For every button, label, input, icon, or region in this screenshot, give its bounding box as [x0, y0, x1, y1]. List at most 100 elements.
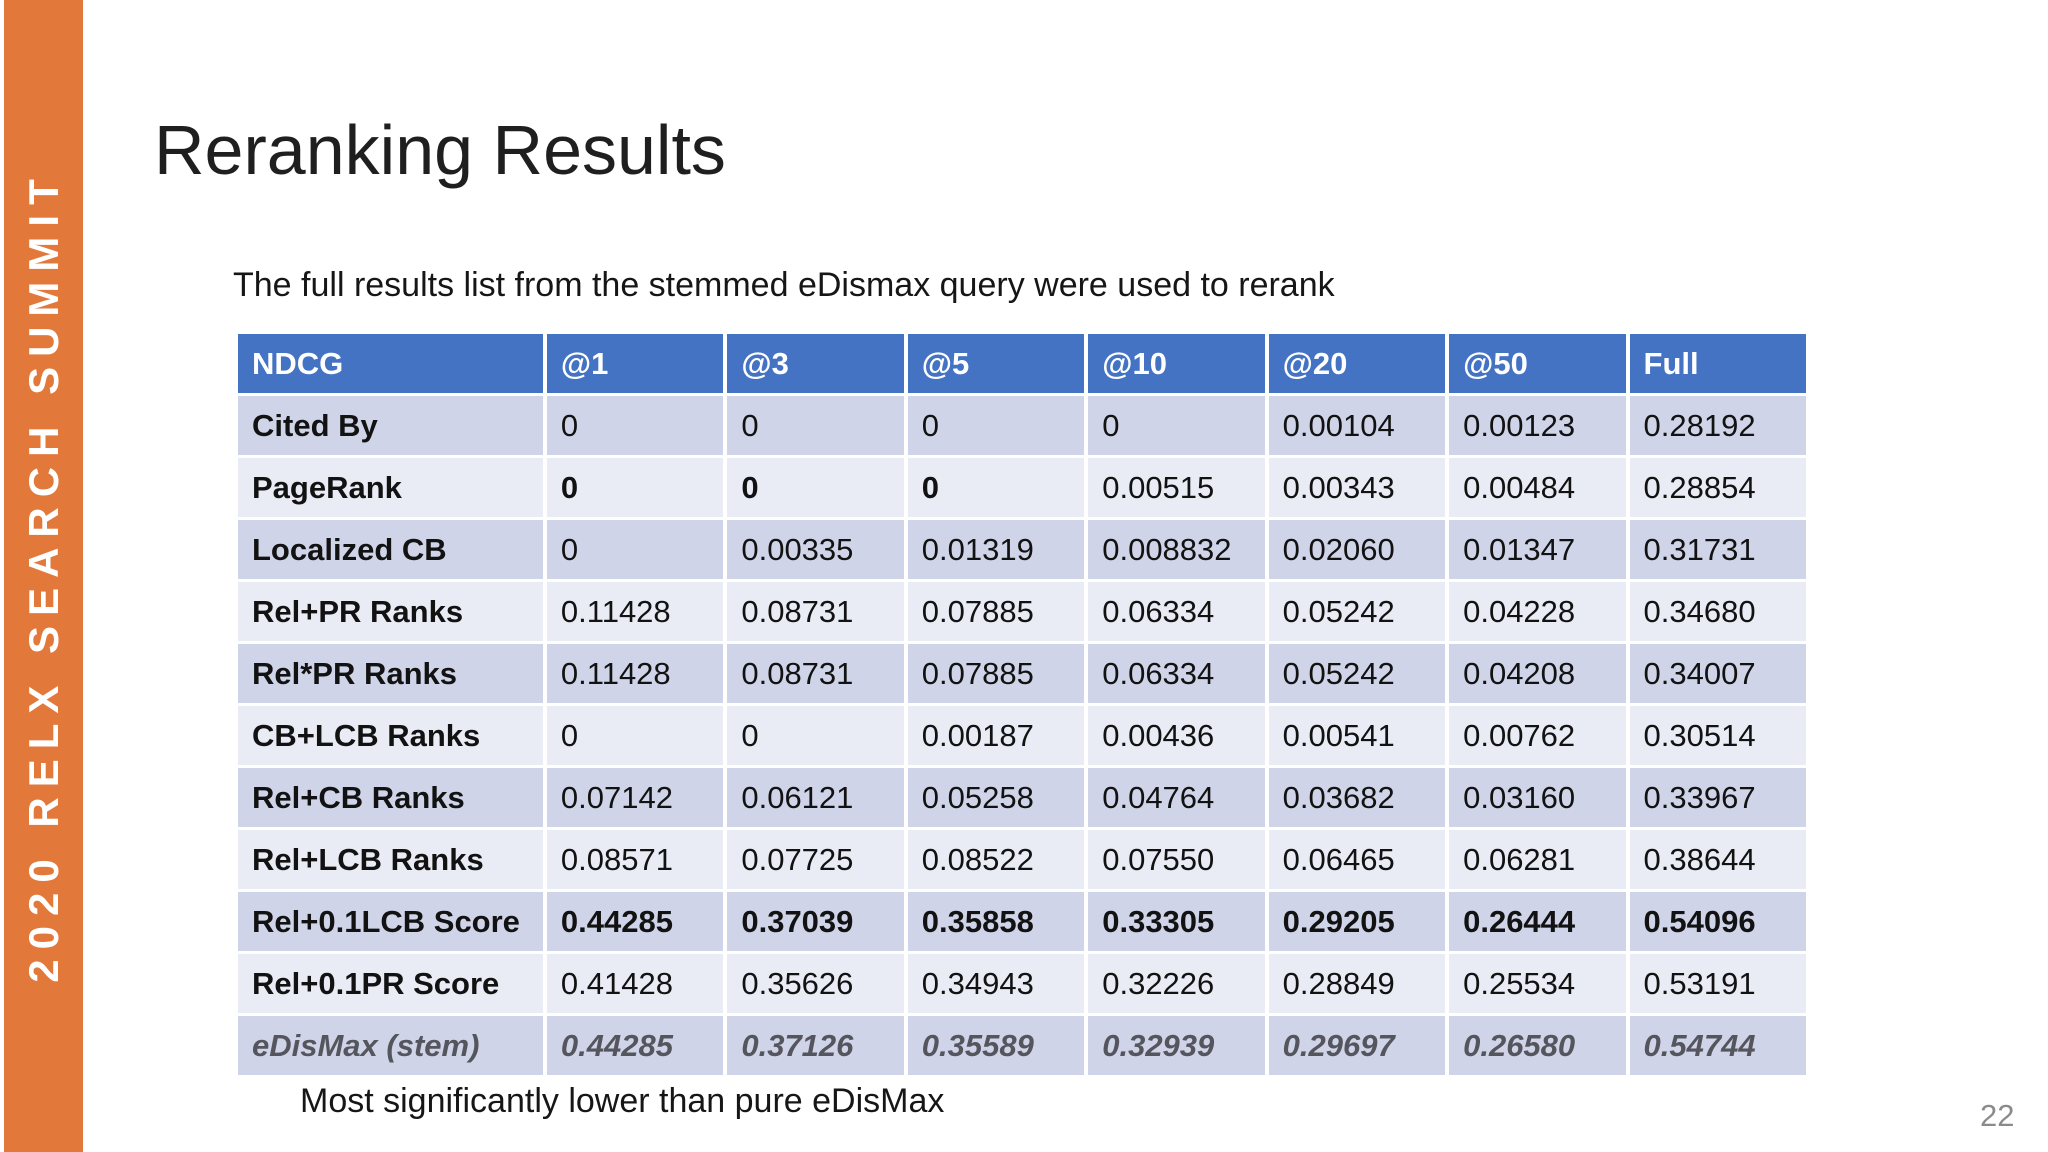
table-cell: 0.06465: [1268, 830, 1446, 889]
column-header: NDCG: [238, 334, 543, 393]
table-cell: 0.00123: [1449, 396, 1626, 455]
row-label: PageRank: [238, 458, 543, 517]
table-cell: 0.29205: [1268, 892, 1446, 951]
table-cell: 0: [546, 706, 724, 765]
table-cell: 0.07885: [907, 644, 1085, 703]
table-row: Cited By 0 0 0 0 0.00104 0.00123 0.28192: [238, 396, 1806, 455]
table-row: CB+LCB Ranks 0 0 0.00187 0.00436 0.00541 0.007…: [238, 706, 1806, 765]
table-cell: 0.41428: [546, 954, 724, 1013]
table-cell: 0.07142: [546, 768, 724, 827]
column-header: @3: [727, 334, 904, 393]
table-cell: 0: [907, 396, 1085, 455]
table-cell: 0.34680: [1629, 582, 1806, 641]
table-cell: 0.32939: [1088, 1016, 1265, 1075]
table-cell: 0: [727, 458, 904, 517]
table-cell: 0.07885: [907, 582, 1085, 641]
column-header: @1: [546, 334, 724, 393]
table-row: Rel+0.1LCB Score 0.44285 0.37039 0.35858 0.3…: [238, 892, 1806, 951]
table-cell: 0.37126: [727, 1016, 904, 1075]
table-cell: 0: [1088, 396, 1265, 455]
row-label: Rel*PR Ranks: [238, 644, 543, 703]
table-cell: 0.08522: [907, 830, 1085, 889]
table-cell: 0.11428: [546, 582, 724, 641]
table-cell: 0.38644: [1629, 830, 1806, 889]
ndcg-results-table: NDCG @1 @3 @5 @10 @20 @50 Full Cited By 0 0 0 0 0.00…: [234, 331, 1810, 1078]
table-cell: 0.00484: [1449, 458, 1626, 517]
table-cell: 0.00335: [727, 520, 904, 579]
slide-subtitle: The full results list from the stemmed e…: [233, 266, 1335, 304]
column-header: @50: [1449, 334, 1626, 393]
table-cell: 0.31731: [1629, 520, 1806, 579]
table-cell: 0.06121: [727, 768, 904, 827]
table-cell: 0.01347: [1449, 520, 1626, 579]
table-row: Rel+0.1PR Score 0.41428 0.35626 0.34943 0.32…: [238, 954, 1806, 1013]
table-cell: 0.05242: [1268, 644, 1446, 703]
row-label: CB+LCB Ranks: [238, 706, 543, 765]
table-cell: 0: [546, 520, 724, 579]
table-row: Rel*PR Ranks 0.11428 0.08731 0.07885 0.06334…: [238, 644, 1806, 703]
table-cell: 0.04228: [1449, 582, 1626, 641]
table-cell: 0.01319: [907, 520, 1085, 579]
table-cell: 0.29697: [1268, 1016, 1446, 1075]
table-cell: 0.33305: [1088, 892, 1265, 951]
table-caption: Most significantly lower than pure eDisM…: [300, 1082, 945, 1120]
table-cell: 0.30514: [1629, 706, 1806, 765]
table-cell: 0.44285: [546, 1016, 724, 1075]
column-header: @10: [1088, 334, 1265, 393]
table-cell: 0.34007: [1629, 644, 1806, 703]
row-label: Rel+0.1LCB Score: [238, 892, 543, 951]
table-cell: 0.008832: [1088, 520, 1265, 579]
table-cell: 0.04764: [1088, 768, 1265, 827]
table-cell: 0.02060: [1268, 520, 1446, 579]
table-cell: 0.00541: [1268, 706, 1446, 765]
event-banner-text: 2020 RELX SEARCH SUMMIT: [19, 169, 67, 983]
table-cell: 0.00104: [1268, 396, 1446, 455]
table-cell: 0.06281: [1449, 830, 1626, 889]
table-cell: 0.25534: [1449, 954, 1626, 1013]
table-cell: 0: [727, 706, 904, 765]
table-cell: 0.03160: [1449, 768, 1626, 827]
table-cell: 0.34943: [907, 954, 1085, 1013]
table-cell: 0.00343: [1268, 458, 1446, 517]
row-label: Rel+PR Ranks: [238, 582, 543, 641]
table-cell: 0.08731: [727, 582, 904, 641]
table-cell: 0.04208: [1449, 644, 1626, 703]
table-cell: 0.35589: [907, 1016, 1085, 1075]
table-row: Rel+CB Ranks 0.07142 0.06121 0.05258 0.04764…: [238, 768, 1806, 827]
table-cell: 0.54744: [1629, 1016, 1806, 1075]
event-banner: 2020 RELX SEARCH SUMMIT: [4, 0, 83, 1152]
row-label: Rel+0.1PR Score: [238, 954, 543, 1013]
table-row: Rel+PR Ranks 0.11428 0.08731 0.07885 0.06334…: [238, 582, 1806, 641]
table-row: Localized CB 0 0.00335 0.01319 0.008832 0.020…: [238, 520, 1806, 579]
table-cell: 0.33967: [1629, 768, 1806, 827]
column-header: @5: [907, 334, 1085, 393]
table-cell: 0.28854: [1629, 458, 1806, 517]
table-cell: 0.08571: [546, 830, 724, 889]
table-cell: 0.06334: [1088, 582, 1265, 641]
table-cell: 0: [727, 396, 904, 455]
column-header: @20: [1268, 334, 1446, 393]
table-cell: 0.54096: [1629, 892, 1806, 951]
table-cell: 0.03682: [1268, 768, 1446, 827]
table-row: Rel+LCB Ranks 0.08571 0.07725 0.08522 0.0755…: [238, 830, 1806, 889]
table-cell: 0.00762: [1449, 706, 1626, 765]
table-cell: 0.00436: [1088, 706, 1265, 765]
page-number: 22: [1980, 1098, 2015, 1133]
table-cell: 0: [546, 396, 724, 455]
table-row: eDisMax (stem) 0.44285 0.37126 0.35589 0.329…: [238, 1016, 1806, 1075]
table-cell: 0.26580: [1449, 1016, 1626, 1075]
column-header: Full: [1629, 334, 1806, 393]
row-label: Rel+LCB Ranks: [238, 830, 543, 889]
row-label: Localized CB: [238, 520, 543, 579]
table-cell: 0.05242: [1268, 582, 1446, 641]
table-cell: 0.07550: [1088, 830, 1265, 889]
table-cell: 0: [907, 458, 1085, 517]
table-cell: 0: [546, 458, 724, 517]
table-cell: 0.11428: [546, 644, 724, 703]
table-cell: 0.28849: [1268, 954, 1446, 1013]
table-cell: 0.32226: [1088, 954, 1265, 1013]
table-cell: 0.35626: [727, 954, 904, 1013]
table-cell: 0.53191: [1629, 954, 1806, 1013]
table-cell: 0.35858: [907, 892, 1085, 951]
row-label: Rel+CB Ranks: [238, 768, 543, 827]
